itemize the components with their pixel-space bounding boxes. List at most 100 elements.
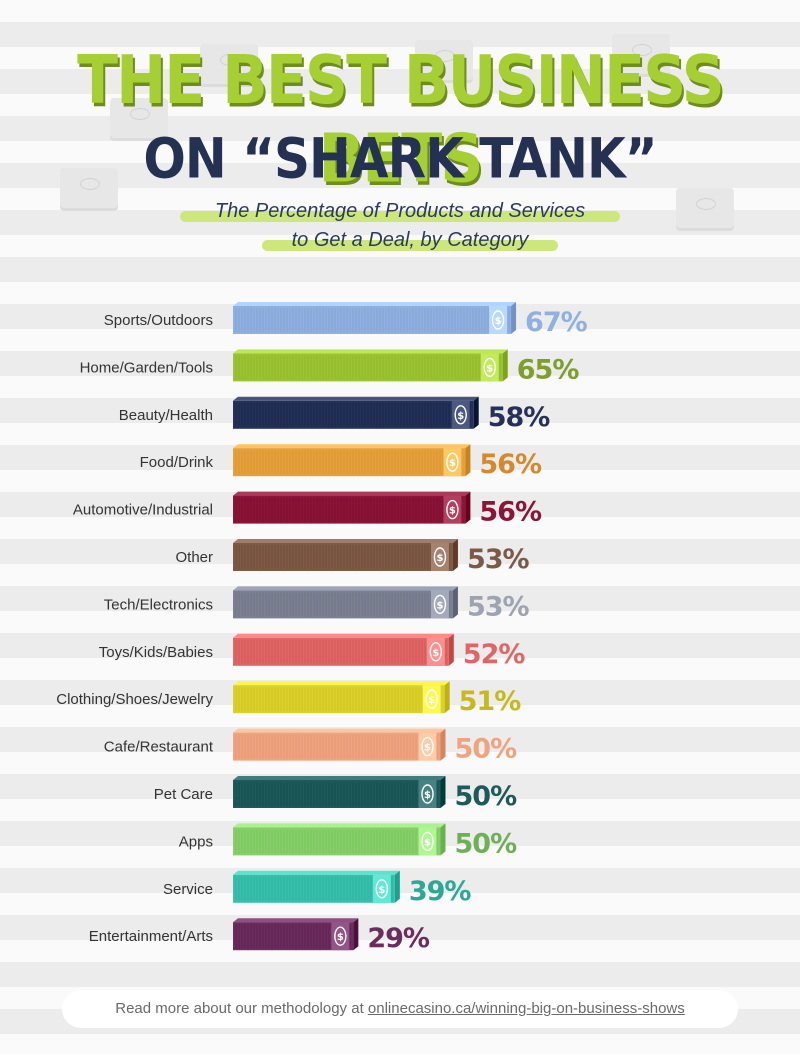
dollar-icon: $ — [449, 506, 456, 517]
bar-top — [233, 586, 458, 591]
dollar-icon: $ — [436, 553, 443, 564]
money-band — [430, 543, 449, 571]
bar-end — [353, 918, 359, 951]
dollar-icon — [433, 547, 447, 567]
money-band — [443, 495, 462, 524]
bar — [233, 685, 445, 714]
bar — [233, 780, 441, 808]
dollar-icon: $ — [378, 885, 385, 896]
dollar-icon — [425, 689, 438, 709]
bar — [233, 827, 441, 856]
money-stack-icon — [60, 168, 118, 208]
bar-top — [233, 396, 479, 401]
value-label: 39% — [409, 876, 472, 907]
dollar-icon — [446, 452, 459, 472]
bar-end — [394, 870, 400, 903]
value-label: 50% — [455, 828, 518, 859]
bar-end — [440, 776, 446, 808]
title-line-2: ON “SHARK TANK” — [143, 127, 657, 191]
category-label: Service — [163, 881, 213, 898]
bar-top — [233, 870, 400, 875]
bar-top — [233, 491, 471, 496]
bar-end — [444, 681, 450, 714]
bar-end — [473, 396, 479, 429]
money-band — [418, 732, 437, 761]
bar-end — [502, 349, 508, 382]
dollar-icon: $ — [432, 648, 439, 659]
bar-end — [452, 586, 458, 619]
dollar-icon: $ — [457, 411, 464, 422]
money-band — [489, 306, 508, 334]
money-band — [422, 685, 441, 714]
category-label: Cafe/Restaurant — [104, 739, 214, 756]
footer-text: Read more about our methodology at — [115, 1000, 368, 1017]
bar-end — [465, 491, 471, 524]
category-label: Beauty/Health — [119, 407, 213, 424]
bar-chart: Sports/Outdoors $67% Home/Garden/Tools $65%… — [56, 302, 589, 954]
subtitle-line-1: The Percentage of Products and Services — [180, 200, 620, 223]
money-stack-icon — [676, 188, 734, 228]
money-stack-icon — [110, 98, 168, 138]
value-label: 29% — [367, 923, 430, 954]
money-band — [418, 780, 437, 808]
dollar-icon — [421, 736, 434, 757]
bar — [233, 306, 512, 334]
value-label: 53% — [467, 591, 530, 622]
money-stack-icon — [415, 40, 473, 80]
dollar-icon — [334, 926, 347, 946]
category-label: Apps — [179, 833, 213, 850]
value-label: 50% — [455, 734, 518, 765]
value-label: 56% — [479, 449, 542, 480]
bar — [233, 448, 466, 477]
dollar-icon — [483, 357, 496, 378]
bar-end — [511, 302, 517, 334]
category-label: Automotive/Industrial — [73, 502, 213, 519]
bar-top — [233, 539, 458, 543]
value-label: 65% — [517, 354, 580, 385]
dollar-icon: $ — [424, 743, 431, 754]
money-band — [443, 448, 462, 477]
value-label: 53% — [467, 544, 530, 575]
dollar-icon: $ — [486, 363, 493, 374]
dollar-icon — [375, 879, 389, 899]
bar-top — [233, 776, 446, 780]
money-stack-icon — [200, 44, 258, 84]
dollar-icon: $ — [428, 695, 435, 706]
dollar-icon: $ — [495, 316, 502, 327]
dollar-icon: $ — [449, 458, 456, 469]
value-label: 67% — [525, 307, 588, 338]
dollar-icon — [491, 310, 505, 330]
bar-end — [440, 728, 446, 761]
dollar-icon — [429, 642, 442, 662]
footer-methodology: Read more about our methodology at onlin… — [62, 990, 738, 1028]
bar-top — [233, 444, 471, 449]
dollar-icon: $ — [337, 932, 344, 943]
value-label: 50% — [455, 781, 518, 812]
category-label: Sports/Outdoors — [104, 312, 213, 329]
bar-end — [448, 633, 454, 666]
bar-top — [233, 302, 517, 306]
money-band — [372, 874, 391, 903]
bar — [233, 732, 441, 761]
category-label: Other — [175, 549, 213, 566]
category-label: Pet Care — [154, 786, 213, 803]
title-line-1: THE BEST BUSINESS BETS — [77, 41, 725, 199]
dollar-icon: $ — [436, 600, 443, 611]
money-band — [418, 827, 437, 856]
value-label: 58% — [488, 402, 551, 433]
bar-top — [233, 918, 359, 923]
money-band — [480, 353, 499, 382]
dollar-icon — [454, 405, 467, 425]
bar-top — [233, 728, 446, 733]
bar-end — [440, 823, 446, 856]
bar-end — [452, 539, 458, 571]
dollar-icon: $ — [424, 790, 431, 801]
bar — [233, 495, 466, 524]
value-label: 51% — [459, 686, 522, 717]
category-label: Home/Garden/Tools — [80, 359, 213, 376]
money-band — [426, 637, 445, 666]
dollar-icon — [433, 594, 447, 615]
dollar-icon — [421, 784, 434, 804]
methodology-link[interactable]: onlinecasino.ca/winning-big-on-business-… — [367, 1000, 685, 1017]
bar-top — [233, 823, 446, 828]
